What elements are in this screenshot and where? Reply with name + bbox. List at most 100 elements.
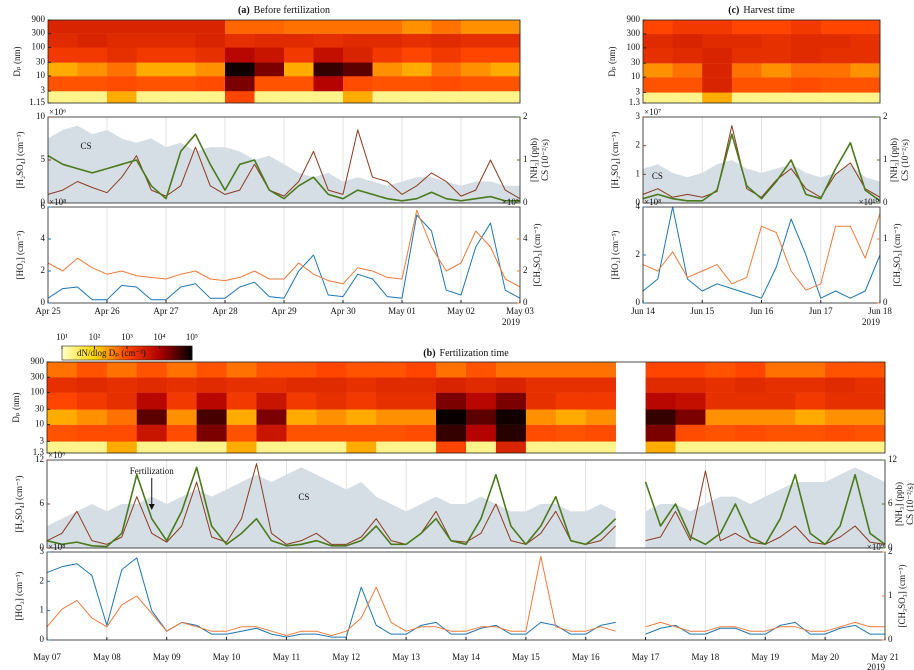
x-tick-label: Jun 18 xyxy=(868,306,892,316)
heatmap-cell xyxy=(48,62,78,77)
heatmap-cell xyxy=(166,20,196,34)
y2-tick-label: 0 xyxy=(883,197,888,207)
heatmap-cell xyxy=(48,20,78,34)
heatmap-cell xyxy=(196,392,227,410)
y2-tick-label: 2 xyxy=(523,111,528,121)
heatmap-cell xyxy=(284,91,314,104)
heatmap-cell xyxy=(791,92,822,104)
y2-tick-label: 1 xyxy=(523,154,528,164)
colorbar-swatch xyxy=(173,346,177,360)
heatmap-cell xyxy=(226,392,257,410)
y-tick-label: 1 xyxy=(40,605,45,615)
colorbar-swatch xyxy=(141,346,144,360)
heatmap-cell xyxy=(735,441,766,454)
heatmap-cell xyxy=(346,409,377,425)
heatmap-cell xyxy=(402,33,432,48)
heatmap-cell xyxy=(643,47,674,64)
heatmap-cell xyxy=(284,47,314,63)
heatmap-cell xyxy=(166,47,196,63)
heatmap-cell xyxy=(731,63,762,78)
colorbar-swatch xyxy=(133,346,136,360)
heatmap-cell xyxy=(136,47,167,63)
heatmap-cell xyxy=(675,377,706,393)
heatmap-cell xyxy=(555,392,587,410)
heatmap-cell xyxy=(376,377,407,393)
y2-tick-label: 6 xyxy=(888,498,893,508)
heatmap-cell xyxy=(436,392,467,410)
heatmap-cell xyxy=(855,409,886,425)
heatmap-cell xyxy=(195,62,226,77)
heatmap-cell xyxy=(286,409,317,425)
heatmap-cell xyxy=(825,441,856,454)
heatmap-cell xyxy=(761,63,792,78)
colorbar-swatch xyxy=(68,346,71,360)
heatmap-cell xyxy=(313,33,344,48)
heatmap-cell xyxy=(675,424,706,442)
heatmap-cell xyxy=(286,441,317,454)
series-line xyxy=(46,557,885,638)
heatmap-cell xyxy=(254,33,285,48)
heatmap-cell xyxy=(136,362,168,378)
panel-title-text: Before fertilization xyxy=(254,5,330,16)
y-tick-label: 3 xyxy=(40,435,45,445)
heatmap-cell xyxy=(645,362,676,378)
heatmap-cell xyxy=(643,63,674,78)
heatmap-cell xyxy=(761,47,792,64)
heatmap-cell xyxy=(702,92,733,104)
heatmap-cell xyxy=(761,33,792,49)
heatmap-cell xyxy=(256,377,287,393)
y-axis-label: Dₚ (nm) xyxy=(12,46,22,76)
x-tick-label: May 14 xyxy=(452,652,480,662)
colorbar-swatch xyxy=(78,346,81,360)
heatmap-cell xyxy=(226,409,257,425)
heatmap-cell xyxy=(585,441,617,454)
heatmap-cell xyxy=(645,441,676,454)
heatmap-cell xyxy=(47,362,78,378)
heatmap-cell xyxy=(196,441,227,454)
heatmap-cell xyxy=(47,424,78,442)
heatmap-cell xyxy=(431,20,462,34)
y-tick-label: 3 xyxy=(636,111,641,121)
panel-letter: (b) xyxy=(423,348,435,359)
y-axis-label: [HO₂] (cm⁻³) xyxy=(15,231,25,280)
heatmap-cell xyxy=(254,20,285,34)
heatmap-cell xyxy=(376,409,407,425)
y-tick-label: 30 xyxy=(35,403,45,413)
heatmap-cell xyxy=(226,441,257,454)
heatmap-cell xyxy=(645,409,676,425)
heatmap-cell xyxy=(825,409,856,425)
y-multiplier: ×10⁸ xyxy=(644,197,661,207)
series-area xyxy=(643,160,880,203)
heatmap-cell xyxy=(795,409,826,425)
panel-title: (c) Harvest time xyxy=(728,5,795,16)
colorbar-tick-label: 10² xyxy=(89,332,101,342)
heatmap-cell xyxy=(256,441,287,454)
heatmap-cell xyxy=(226,424,257,442)
heatmap-cell xyxy=(406,424,437,442)
heatmap-cell xyxy=(765,409,796,425)
heatmap-cell xyxy=(490,91,521,104)
heatmap-cell xyxy=(406,377,437,393)
x-tick-label: Apr 28 xyxy=(212,306,238,316)
heatmap-cell xyxy=(402,91,432,104)
heatmap-cell xyxy=(406,409,437,425)
heatmap-cell xyxy=(705,362,736,378)
heatmap-cell xyxy=(585,362,617,378)
heatmap-cell xyxy=(195,20,226,34)
y-tick-label: 1.15 xyxy=(29,97,45,107)
y-tick-label: 300 xyxy=(627,28,641,38)
y2-axis-label: [NH₃] (ppb) xyxy=(889,138,899,182)
heatmap-cell xyxy=(196,362,227,378)
y-tick-label: 3 xyxy=(41,85,46,95)
heatmap-cell xyxy=(525,409,557,425)
series-line xyxy=(642,206,881,299)
colorbar-swatch xyxy=(64,346,67,360)
heatmap-cell xyxy=(461,20,491,34)
heatmap-cell xyxy=(495,377,527,393)
y2-multiplier: ×10¹⁰ xyxy=(859,197,880,207)
heatmap-cell xyxy=(855,392,886,410)
annotation: CS xyxy=(80,141,91,151)
heatmap-cell xyxy=(495,392,527,410)
colorbar-tick-label: 10⁴ xyxy=(153,332,165,342)
heatmap-cell xyxy=(466,424,497,442)
